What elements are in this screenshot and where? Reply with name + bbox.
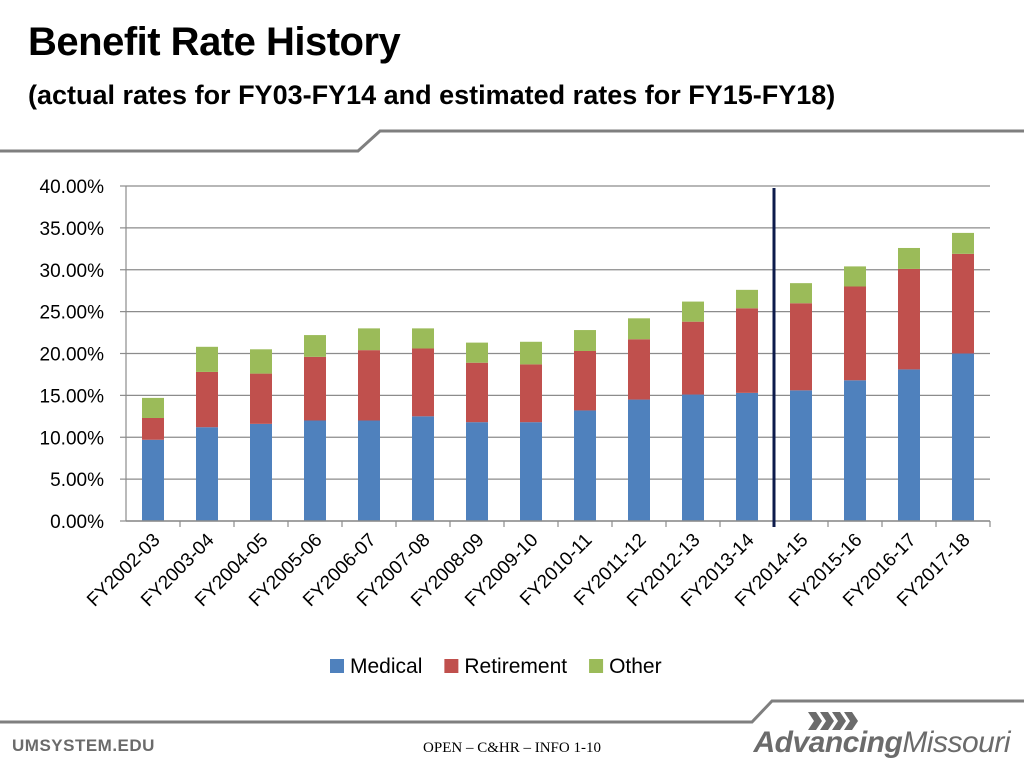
bar-medical (574, 410, 596, 521)
bar-other (358, 328, 380, 351)
bar-retirement (412, 348, 434, 417)
brand-advancing: Advancing (753, 726, 903, 759)
bar-retirement (574, 350, 596, 411)
bar-medical (628, 399, 650, 521)
legend-label-other: Other (609, 655, 662, 678)
bar-other (142, 397, 164, 418)
bar-medical (466, 422, 488, 521)
page-title: Benefit Rate History (28, 20, 401, 64)
bar-other (520, 341, 542, 365)
bar-medical (682, 394, 704, 521)
bar-other (790, 283, 812, 304)
legend-swatch-other (589, 659, 604, 673)
bar-retirement (196, 371, 218, 428)
bar-retirement (736, 308, 758, 393)
y-tick-label: 20.00% (40, 345, 105, 366)
bar-other (736, 289, 758, 309)
y-tick-label: 35.00% (40, 219, 105, 240)
bar-retirement (898, 268, 920, 370)
bar-medical (196, 427, 218, 521)
bar-retirement (844, 286, 866, 381)
bar-other (304, 335, 326, 357)
header-rule (0, 129, 1024, 153)
bar-retirement (628, 339, 650, 400)
bar-retirement (790, 303, 812, 391)
bar-other (898, 247, 920, 269)
bar-other (952, 232, 974, 254)
bar-retirement (466, 362, 488, 423)
bar-medical (790, 390, 812, 521)
y-tick-label: 30.00% (40, 261, 105, 282)
chevrons-icon (808, 712, 858, 730)
bar-medical (142, 439, 164, 521)
legend-swatch-retirement (444, 659, 459, 673)
bar-other (250, 349, 272, 374)
y-tick-label: 5.00% (50, 470, 104, 491)
bar-retirement (142, 417, 164, 440)
footer-classification: OPEN – C&HR – INFO 1-10 (423, 740, 601, 756)
bar-other (628, 318, 650, 340)
bar-medical (952, 353, 974, 521)
bar-other (412, 328, 434, 349)
bar-retirement (358, 350, 380, 421)
bar-medical (520, 422, 542, 521)
bar-retirement (520, 364, 542, 423)
bar-retirement (304, 356, 326, 421)
bar-other (844, 266, 866, 287)
bar-retirement (952, 253, 974, 354)
bar-medical (412, 416, 434, 521)
footer-rule (0, 699, 1024, 724)
bar-medical (250, 423, 272, 521)
brand-missouri: Missouri (902, 726, 1010, 759)
bar-medical (736, 392, 758, 521)
bar-other (574, 330, 596, 351)
legend-label-retirement: Retirement (464, 655, 567, 678)
bar-retirement (250, 373, 272, 424)
legend-label-medical: Medical (350, 655, 422, 678)
y-tick-label: 25.00% (40, 303, 105, 324)
bar-retirement (682, 321, 704, 395)
footer-site-label: UMSYSTEM.EDU (12, 736, 155, 755)
bar-other (466, 342, 488, 363)
y-tick-label: 10.00% (40, 428, 105, 449)
y-tick-label: 40.00% (40, 177, 105, 198)
bar-medical (304, 420, 326, 521)
legend-swatch-medical (330, 659, 344, 673)
bar-medical (898, 369, 920, 521)
y-tick-label: 15.00% (40, 386, 105, 407)
y-tick-label: 0.00% (50, 512, 104, 533)
page-subtitle: (actual rates for FY03-FY14 and estimate… (28, 80, 836, 110)
bar-medical (844, 380, 866, 521)
bar-other (682, 301, 704, 322)
brand-logo: AdvancingMissouri (753, 726, 1010, 760)
bar-medical (358, 420, 380, 521)
bar-other (196, 346, 218, 372)
